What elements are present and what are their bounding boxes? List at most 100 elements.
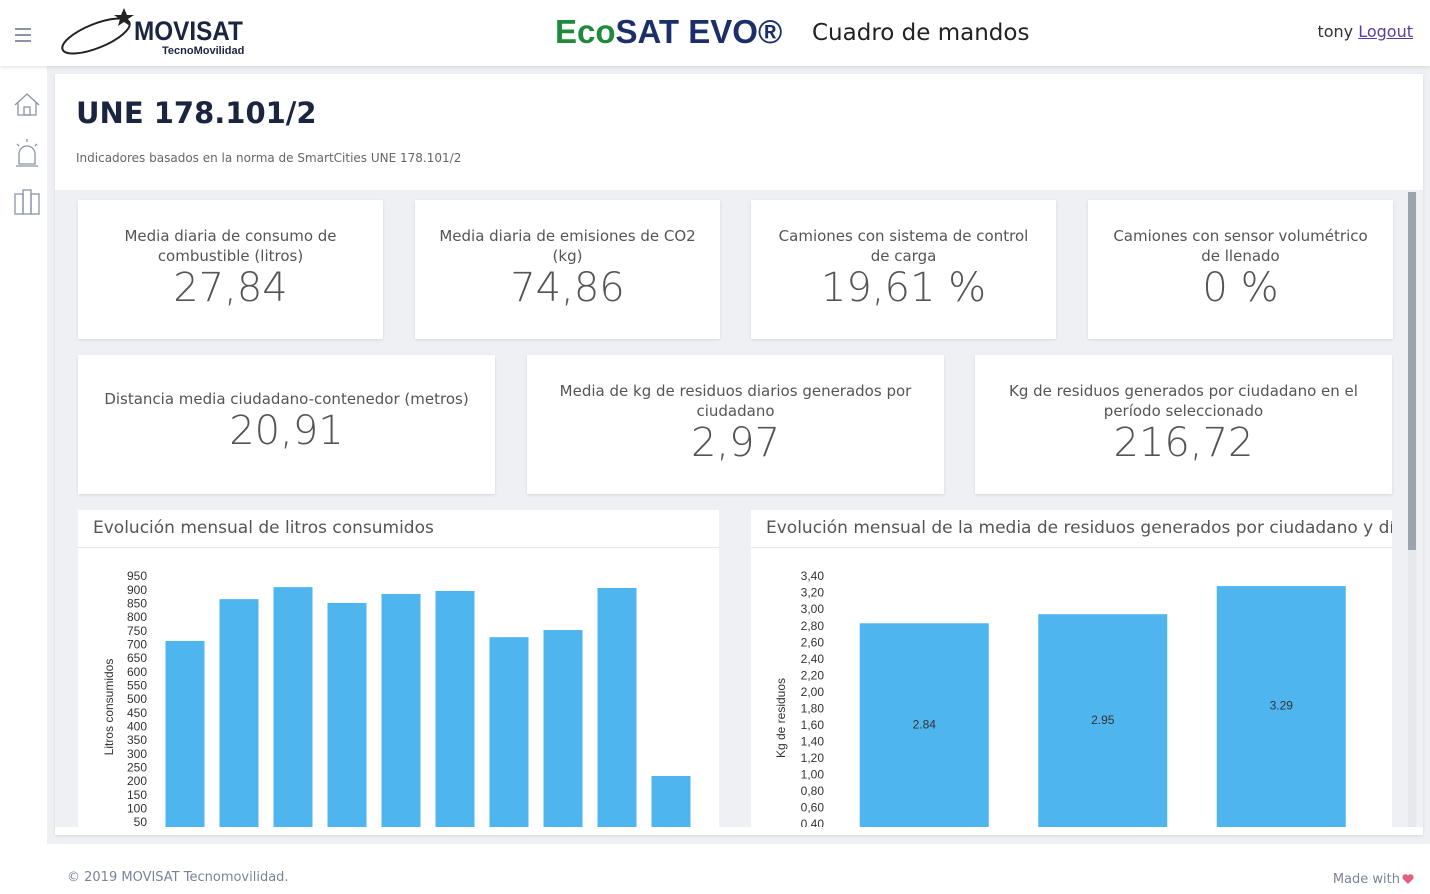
bar: [651, 776, 691, 827]
y-tick-label: 350: [127, 733, 147, 747]
y-tick-label: 650: [127, 651, 147, 665]
y-tick-label: 3,00: [801, 602, 825, 616]
value-label: 3.29: [1270, 699, 1294, 713]
kpi-value: 2,97: [690, 420, 781, 466]
y-tick-label: 2,20: [801, 668, 825, 682]
y-tick-label: 600: [127, 665, 147, 679]
bar: [327, 602, 367, 827]
main: UNE 178.101/2 Indicadores basados en la …: [47, 66, 1430, 844]
y-tick-label: 500: [127, 692, 147, 706]
chart-panel: Evolución mensual de la media de residuo…: [751, 510, 1392, 827]
sidebar-icons: [14, 93, 40, 215]
y-tick-label: 1,00: [801, 768, 825, 782]
y-tick-label: 2,40: [801, 652, 825, 666]
y-tick-label: 3,20: [801, 586, 825, 600]
bar: [435, 590, 475, 827]
kpi-label: Media diaria de consumo de combustible (…: [124, 227, 337, 265]
y-axis-label: Litros consumidos: [102, 659, 116, 756]
kpi-label: Distancia media ciudadano-contenedor (me…: [104, 390, 469, 408]
bar: [489, 637, 529, 827]
y-tick-label: 1,80: [801, 701, 825, 715]
kpi-label: Camiones con sistema de control de carga: [778, 227, 1029, 265]
bar: [165, 640, 205, 827]
y-tick-label: 1,60: [801, 718, 825, 732]
value-label: 2.95: [1091, 713, 1115, 727]
page-description: Indicadores basados en la norma de Smart…: [76, 151, 462, 165]
kpi-box: Distancia media ciudadano-contenedor (me…: [78, 355, 495, 494]
buildings-icon[interactable]: [14, 189, 40, 215]
kpi-box: Camiones con sistema de control de carga…: [751, 200, 1056, 339]
y-tick-label: 2,80: [801, 619, 825, 633]
page-title: UNE 178.101/2: [76, 96, 317, 130]
alarm-icon[interactable]: [16, 139, 38, 167]
chart: 0,40 0,60 0,80 1,00 1,20 1,40 1,60 1,80 2,00 2,20…: [774, 569, 1346, 827]
y-tick-label: 700: [127, 638, 147, 652]
y-tick-label: 3,40: [801, 569, 825, 583]
bar: [1216, 586, 1346, 827]
sidebar: [0, 66, 47, 844]
dashboard-content: Evolución mensual de litros consumidos 50…: [55, 190, 1423, 827]
y-tick-label: 800: [127, 610, 147, 624]
kpi-box: Camiones con sensor volumétrico de llena…: [1088, 200, 1393, 339]
kpi-value: 20,91: [229, 408, 344, 454]
chart: 5010015020025030035040045050055060065070…: [102, 569, 691, 827]
home-icon[interactable]: [14, 93, 40, 116]
y-tick-label: 950: [127, 569, 147, 583]
kpi-box: Media de kg de residuos diarios generado…: [527, 355, 944, 494]
bar: [219, 599, 259, 827]
logout-link[interactable]: Logout: [1358, 22, 1413, 41]
menu-toggle[interactable]: [8, 20, 38, 50]
y-tick-label: 1,20: [801, 751, 825, 765]
y-tick-label: 0,80: [801, 784, 825, 798]
kpi-box: Kg de residuos generados por ciudadano e…: [975, 355, 1392, 494]
chart-title: Evolución mensual de la media de residuo…: [751, 510, 1392, 548]
bar: [1038, 614, 1168, 827]
kpi-label: Media de kg de residuos diarios generado…: [559, 382, 912, 420]
header: MOVISAT TecnoMovilidad EcoSAT EVO® Cuadr…: [0, 0, 1430, 66]
kpi-value: 0 %: [1202, 265, 1279, 311]
chart-title: Evolución mensual de litros consumidos: [78, 510, 719, 548]
dashboard-card: UNE 178.101/2 Indicadores basados en la …: [55, 74, 1423, 835]
kpi-value: 19,61 %: [820, 265, 987, 311]
scrollbar-thumb[interactable]: [1408, 192, 1416, 550]
scrollbar[interactable]: [1408, 192, 1416, 827]
y-tick-label: 200: [127, 774, 147, 788]
heart-icon: [1402, 874, 1414, 884]
y-tick-label: 1,40: [801, 734, 825, 748]
bar: [543, 630, 583, 827]
y-tick-label: 0,40: [801, 817, 825, 827]
app-name: EcoSAT EVO®: [555, 13, 782, 51]
y-tick-label: 0,60: [801, 801, 825, 815]
logo-mark: [61, 8, 134, 55]
y-tick-label: 450: [127, 706, 147, 720]
user-box: tony Logout: [1317, 22, 1413, 41]
kpi-value: 27,84: [173, 265, 288, 311]
bar: [381, 593, 421, 827]
bar: [597, 587, 637, 827]
bar: [273, 587, 313, 827]
footer: © 2019 MOVISAT Tecnomovilidad. Made with: [0, 844, 1430, 894]
y-tick-label: 2,60: [801, 635, 825, 649]
kpi-label: Media diaria de emisiones de CO2 (kg): [439, 227, 696, 265]
chart-panel: Evolución mensual de litros consumidos 50…: [78, 510, 719, 827]
kpi-box: Media diaria de emisiones de CO2 (kg) 74,…: [415, 200, 720, 339]
copyright: © 2019 MOVISAT Tecnomovilidad.: [67, 870, 289, 885]
brand-tagline: TecnoMovilidad: [162, 45, 245, 57]
kpi-label: Camiones con sensor volumétrico de llena…: [1113, 227, 1368, 265]
brand: MOVISAT: [134, 16, 243, 46]
y-tick-label: 850: [127, 597, 147, 611]
value-label: 2.84: [913, 717, 937, 731]
kpi-box: Media diaria de consumo de combustible (…: [78, 200, 383, 339]
y-tick-label: 550: [127, 679, 147, 693]
y-tick-label: 400: [127, 720, 147, 734]
y-tick-label: 50: [134, 815, 148, 827]
y-tick-label: 2,00: [801, 685, 825, 699]
y-tick-label: 250: [127, 761, 147, 775]
kpi-value: 216,72: [1113, 420, 1254, 466]
y-axis-label: Kg de residuos: [774, 678, 788, 758]
y-tick-label: 750: [127, 624, 147, 638]
made-with: Made with: [1332, 872, 1400, 887]
user-name: tony: [1317, 22, 1354, 41]
